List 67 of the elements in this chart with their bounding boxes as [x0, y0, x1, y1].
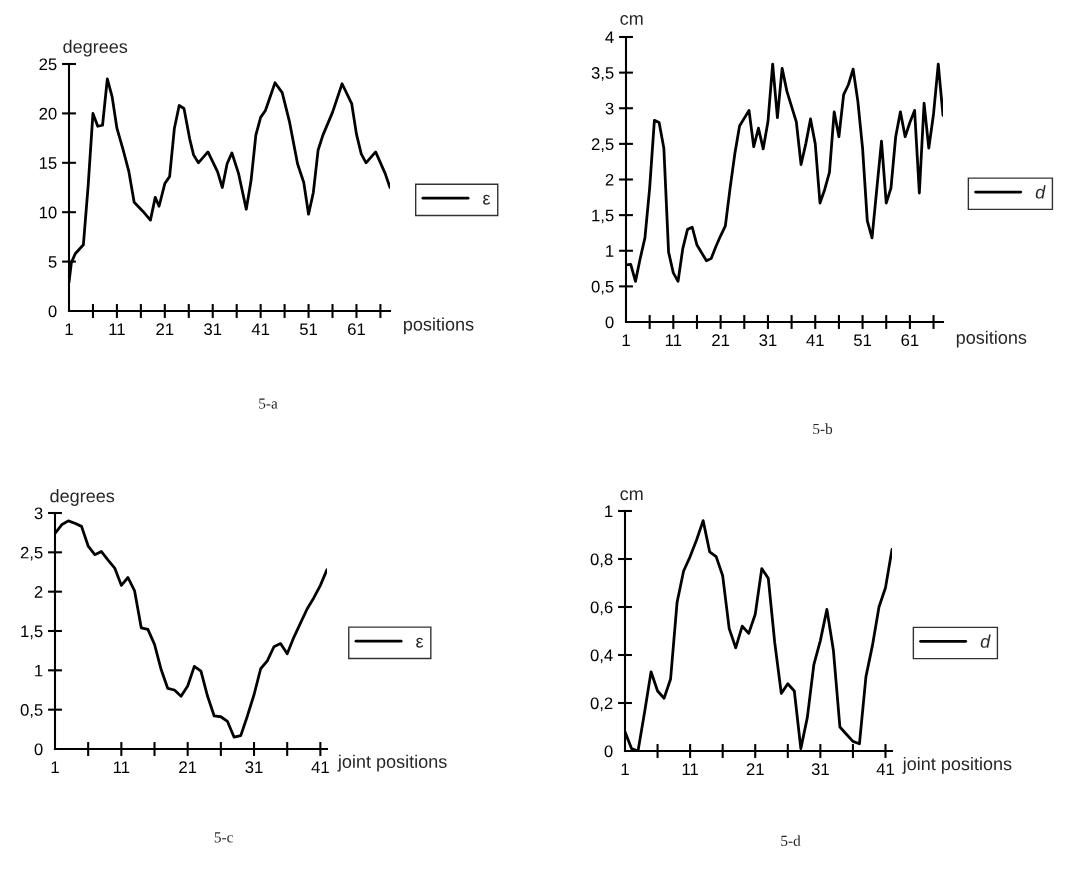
- y-tick-label: 0,2: [590, 697, 613, 712]
- y-tick-label: 25: [39, 58, 57, 71]
- y-axis-title: cm: [620, 490, 643, 501]
- x-tick-label: 1: [621, 763, 629, 775]
- legend-label: d: [980, 634, 991, 648]
- x-tick-label: 21: [712, 334, 730, 346]
- y-tick-label: 2,5: [20, 546, 43, 561]
- x-tick-label: 21: [179, 761, 197, 773]
- y-tick-label: 20: [39, 107, 57, 120]
- y-tick-label: 0: [604, 745, 613, 758]
- text: 5-a: [259, 398, 278, 409]
- y-tick-label: 3,5: [591, 67, 614, 81]
- x-tick-label: 41: [806, 334, 824, 346]
- y-tick-label: 4: [605, 31, 614, 44]
- x-tick-label: 21: [156, 323, 174, 335]
- x-tick-label: 1: [622, 334, 630, 346]
- y-tick-label: 1: [605, 505, 613, 518]
- x-tick-label: 11: [113, 761, 130, 773]
- x-tick-label: 41: [876, 763, 894, 775]
- x-tick-label: 31: [759, 334, 777, 347]
- y-tick-label: 2,5: [591, 138, 614, 153]
- y-axis-title: cm: [620, 14, 643, 25]
- text: 5-d: [781, 835, 801, 847]
- x-tick-label: 51: [299, 323, 318, 336]
- x-tick-label: 41: [251, 323, 270, 335]
- x-tick-label: 51: [853, 334, 872, 347]
- y-tick-label: 1: [35, 664, 43, 677]
- x-tick-label: 21: [746, 763, 764, 775]
- x-axis-title: joint positions: [337, 754, 447, 772]
- x-axis-title: positions: [956, 330, 1027, 348]
- x-tick-label: 61: [348, 323, 365, 336]
- y-tick-label: 0: [605, 316, 614, 329]
- y-tick-label: 0: [48, 305, 57, 318]
- legend-label: ε: [483, 194, 491, 205]
- y-tick-label: 1,5: [21, 625, 43, 640]
- x-tick-label: 1: [65, 323, 73, 335]
- text: 5-c: [214, 832, 233, 843]
- y-tick-label: 1,5: [592, 209, 614, 224]
- x-tick-label: 11: [682, 763, 698, 775]
- x-axis-title: joint positions: [902, 756, 1012, 774]
- x-tick-label: 41: [311, 761, 329, 773]
- y-axis-title: degrees: [63, 39, 128, 57]
- y-tick-label: 3: [34, 507, 43, 520]
- x-tick-label: 31: [204, 323, 222, 336]
- y-tick-label: 0,8: [590, 553, 613, 568]
- y-tick-label: 5: [48, 256, 57, 268]
- y-tick-label: 0,4: [590, 649, 613, 664]
- y-tick-label: 0: [34, 743, 43, 756]
- y-tick-label: 1: [606, 245, 614, 257]
- legend-label: ε: [416, 637, 424, 648]
- y-tick-label: 0,6: [590, 601, 613, 616]
- legend-label: d: [1035, 185, 1046, 199]
- y-tick-label: 10: [39, 206, 57, 219]
- x-tick-label: 61: [901, 334, 919, 347]
- y-tick-label: 3: [605, 102, 614, 115]
- x-tick-label: 11: [665, 334, 682, 346]
- x-tick-label: 31: [245, 761, 263, 774]
- y-tick-label: 15: [39, 157, 57, 169]
- y-tick-label: 0,5: [591, 280, 614, 295]
- y-tick-label: 2: [605, 173, 614, 186]
- y-axis-title: degrees: [50, 489, 115, 506]
- text: 5-b: [813, 423, 833, 435]
- x-axis-title: positions: [404, 317, 474, 335]
- y-tick-label: 2: [34, 586, 43, 598]
- x-tick-label: 31: [811, 763, 829, 776]
- x-tick-label: 11: [109, 323, 125, 335]
- y-tick-label: 0,5: [20, 704, 43, 718]
